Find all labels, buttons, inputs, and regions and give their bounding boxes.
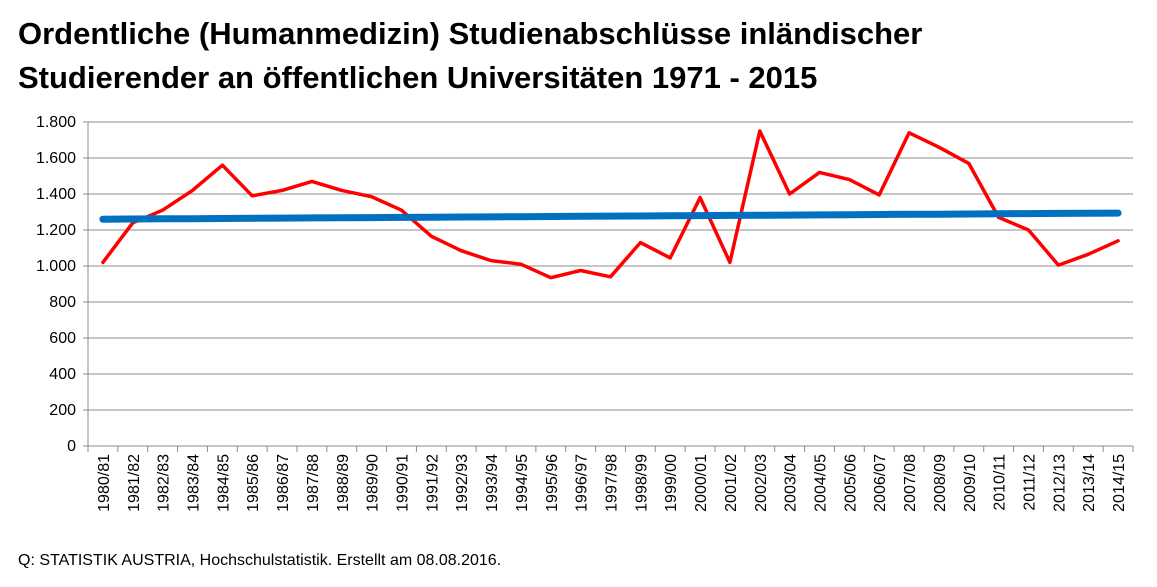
x-tick-label: 1989/90	[365, 454, 382, 512]
chart-title: Ordentliche (Humanmedizin) Studienabschl…	[18, 12, 1138, 100]
x-tick-label: 2003/04	[783, 454, 800, 512]
x-tick-label: 1996/97	[574, 454, 591, 512]
x-tick-label: 1985/86	[245, 454, 262, 512]
x-tick-label: 1988/89	[335, 454, 352, 512]
x-tick-label: 1984/85	[215, 454, 232, 512]
y-tick-label: 200	[49, 402, 76, 419]
x-axis: 1980/81 1981/82 1982/83 1983/84 1984/85 1985/…	[87, 445, 1134, 512]
x-tick-label: 2000/01	[693, 454, 710, 512]
y-tick-label: 1.400	[36, 186, 76, 203]
x-tick-label: 1998/99	[633, 454, 650, 512]
x-tick-label: 1994/95	[514, 454, 531, 512]
trend-line	[99, 209, 1122, 223]
x-tick-label: 1997/98	[604, 454, 621, 512]
x-tick-label: 2006/07	[872, 454, 889, 512]
x-tick-label: 1986/87	[275, 454, 292, 512]
x-tick-label: 2007/08	[902, 454, 919, 512]
x-tick-label: 2013/14	[1081, 454, 1098, 512]
y-tick-label: 800	[49, 294, 76, 311]
x-tick-label: 2014/15	[1111, 454, 1128, 512]
x-tick-label: 2012/13	[1051, 454, 1068, 512]
series-line	[101, 129, 1120, 280]
y-tick-label: 1.800	[36, 114, 76, 131]
x-tick-label: 1995/96	[544, 454, 561, 512]
source-note: Q: STATISTIK AUSTRIA, Hochschulstatistik…	[18, 552, 502, 569]
x-tick-label: 2004/05	[813, 454, 830, 512]
y-tick-label: 1.000	[36, 258, 76, 275]
chart-title-line-1: Ordentliche (Humanmedizin) Studienabschl…	[18, 16, 923, 51]
x-tick-label: 2008/09	[932, 454, 949, 512]
y-tick-label: 1.600	[36, 150, 76, 167]
x-tick-label: 2005/06	[842, 454, 859, 512]
y-tick-label: 1.200	[36, 222, 76, 239]
x-tick-label: 2001/02	[723, 454, 740, 512]
x-tick-label: 1993/94	[484, 454, 501, 512]
x-tick-label: 1990/91	[395, 454, 412, 512]
plot-area	[99, 129, 1122, 280]
x-tick-label: 1982/83	[156, 454, 173, 512]
y-tick-label: 0	[67, 438, 76, 455]
chart-title-line-2: Studierender an öffentlichen Universität…	[18, 60, 818, 95]
y-tick-label: 400	[49, 366, 76, 383]
x-tick-label: 1987/88	[305, 454, 322, 512]
x-tick-label: 2009/10	[962, 454, 979, 512]
x-tick-label: 2011/12	[1022, 454, 1039, 511]
x-tick-label: 1981/82	[126, 454, 143, 512]
gridlines	[88, 121, 1133, 447]
x-tick-label: 1999/00	[663, 454, 680, 512]
y-tick-label: 600	[49, 330, 76, 347]
x-tick-label: 2002/03	[753, 454, 770, 512]
x-tick-label: 1980/81	[96, 454, 113, 512]
x-tick-label: 2010/11	[992, 454, 1009, 511]
x-tick-label: 1992/93	[454, 454, 471, 512]
x-tick-label: 1983/84	[186, 454, 203, 512]
x-tick-label: 1991/92	[424, 454, 441, 512]
y-axis: 0 200 400 600 800 1.000 1.200 1.400 1.600 1.800	[36, 114, 89, 455]
